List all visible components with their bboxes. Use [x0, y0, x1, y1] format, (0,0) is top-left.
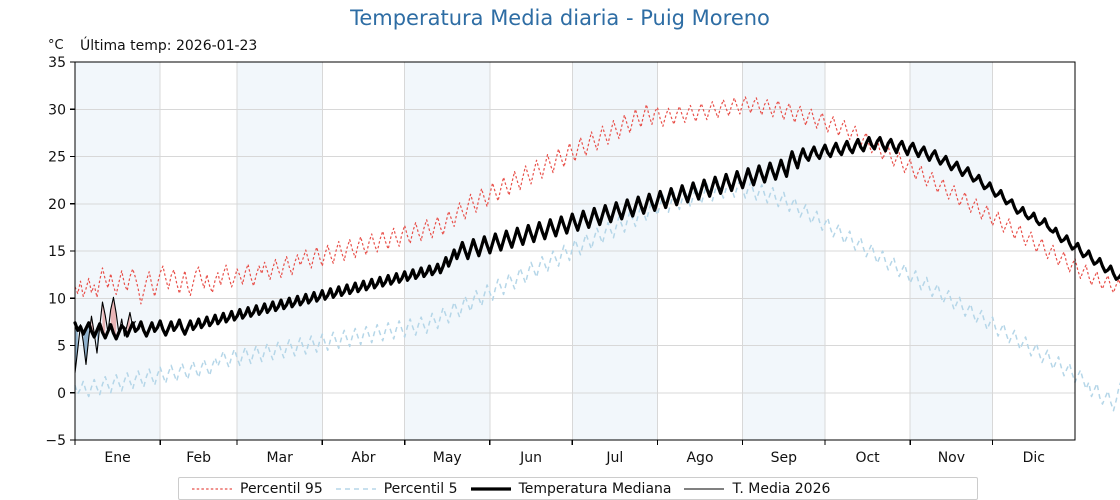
svg-text:15: 15	[48, 244, 66, 260]
legend-label-percentil-95: Percentil 95	[240, 480, 323, 497]
svg-text:10: 10	[48, 291, 66, 307]
legend-swatch-t-media-2026	[683, 483, 725, 495]
svg-text:−5: −5	[45, 433, 66, 449]
svg-text:20: 20	[48, 197, 66, 213]
svg-text:5: 5	[57, 339, 66, 355]
svg-text:Sep: Sep	[771, 450, 798, 466]
y-axis-unit-label: °C	[48, 38, 64, 53]
legend-label-percentil-5: Percentil 5	[383, 480, 458, 497]
svg-text:30: 30	[48, 102, 66, 118]
svg-text:Jul: Jul	[605, 450, 623, 466]
svg-text:25: 25	[48, 150, 66, 166]
legend-item-percentil-95[interactable]: Percentil 95	[179, 478, 323, 499]
legend-swatch-percentil-5	[335, 483, 377, 495]
legend-label-temperatura-mediana: Temperatura Mediana	[518, 480, 672, 497]
legend-swatch-percentil-95	[191, 483, 233, 495]
legend-swatch-temperatura-mediana	[470, 483, 512, 495]
svg-text:Abr: Abr	[351, 450, 375, 466]
svg-text:Oct: Oct	[855, 450, 880, 466]
svg-text:Jun: Jun	[519, 450, 542, 466]
svg-text:May: May	[433, 450, 462, 466]
svg-text:35: 35	[48, 55, 66, 71]
chart-legend: Percentil 95 Percentil 5 Temperatura Med…	[178, 477, 978, 500]
svg-text:Feb: Feb	[186, 450, 211, 466]
legend-item-temperatura-mediana[interactable]: Temperatura Mediana	[458, 478, 672, 499]
legend-item-percentil-5[interactable]: Percentil 5	[323, 478, 458, 499]
page-title: Temperatura Media diaria - Puig Moreno	[350, 6, 770, 30]
svg-text:0: 0	[57, 386, 66, 402]
svg-text:Mar: Mar	[266, 450, 293, 466]
last-temp-subtitle: Última temp: 2026-01-23	[80, 38, 258, 54]
svg-text:Dic: Dic	[1023, 450, 1045, 466]
svg-text:Nov: Nov	[938, 450, 965, 466]
legend-label-t-media-2026: T. Media 2026	[732, 480, 831, 497]
svg-text:Ene: Ene	[104, 450, 130, 466]
legend-item-t-media-2026[interactable]: T. Media 2026	[671, 478, 830, 499]
svg-text:Ago: Ago	[686, 450, 713, 466]
